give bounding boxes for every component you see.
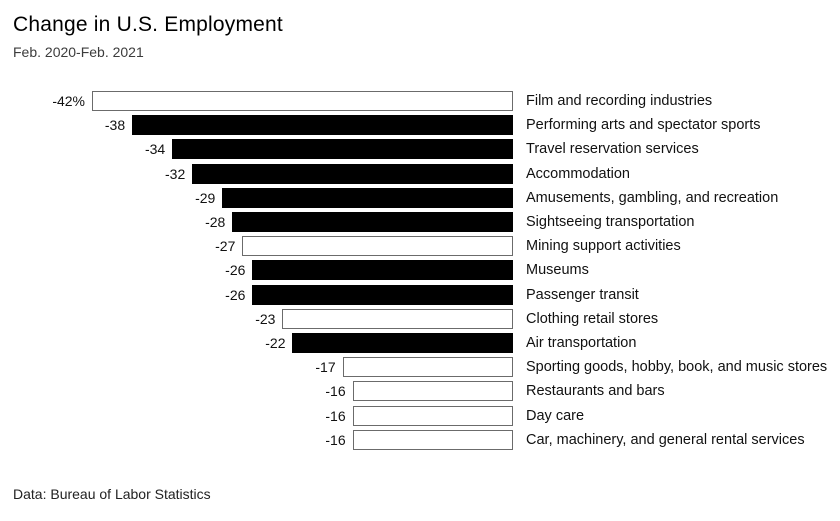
bar-category-label: Mining support activities [526,238,681,255]
bar-value-label: -16 [325,431,346,448]
bar-category-label: Sightseeing transportation [526,214,695,231]
bar-zone: -16 [0,381,513,402]
bar-category-label: Air transportation [526,334,637,351]
bar-category-label: Day care [526,407,585,424]
bar [252,284,513,305]
chart-subtitle: Feb. 2020-Feb. 2021 [13,44,144,60]
bar-chart: -42% Film and recording industries -38 P… [0,89,840,452]
bar [292,332,513,353]
bar-zone: -16 [0,405,513,426]
chart-row: -32 Accommodation [0,162,840,186]
bar [222,187,513,208]
chart-row: -26 Passenger transit [0,283,840,307]
bar-zone: -29 [0,187,513,208]
bar-zone: -34 [0,139,513,160]
chart-row: -28 Sightseeing transportation [0,210,840,234]
bar-value-label: -23 [255,310,276,327]
chart-row: -26 Museums [0,258,840,282]
chart-row: -34 Travel reservation services [0,137,840,161]
bar [172,139,513,160]
bar-category-label: Travel reservation services [526,141,699,158]
page-title: Change in U.S. Employment [13,13,283,36]
bar-category-label: Museums [526,262,589,279]
bar-zone: -17 [0,357,513,378]
bar-zone: -26 [0,284,513,305]
bar [132,115,513,136]
bar-category-label: Sporting goods, hobby, book, and music s… [526,359,828,376]
chart-row: -42% Film and recording industries [0,89,840,113]
bar-value-label: -38 [104,117,126,134]
bar-category-label: Restaurants and bars [526,383,665,400]
chart-row: -29 Amusements, gambling, and recreation [0,186,840,210]
bar [192,163,513,184]
chart-row: -16 Restaurants and bars [0,379,840,403]
bar-value-label: -32 [165,165,186,182]
bar-zone: -16 [0,429,513,450]
chart-row: -23 Clothing retail stores [0,307,840,331]
bar-zone: -38 [0,115,513,136]
bar [242,236,513,257]
bar-category-label: Accommodation [526,165,630,182]
bar [232,212,513,233]
bar [352,381,513,402]
chart-row: -16 Day care [0,403,840,427]
bar-value-label: -34 [144,141,166,158]
bar-value-label: -16 [325,407,346,424]
bar-category-label: Performing arts and spectator sports [526,117,761,134]
chart-row: -22 Air transportation [0,331,840,355]
bar-zone: -23 [0,308,513,329]
bar-zone: -22 [0,332,513,353]
bar-zone: -27 [0,236,513,257]
bar-value-label: -28 [205,214,226,231]
bar-category-label: Car, machinery, and general rental servi… [526,431,805,448]
bar [352,429,513,450]
bar [342,357,513,378]
bar [352,405,513,426]
bar-value-label: -29 [195,189,216,206]
chart-row: -17 Sporting goods, hobby, book, and mus… [0,355,840,379]
bar-value-label: -26 [225,286,246,303]
chart-row: -38 Performing arts and spectator sports [0,113,840,137]
bar-value-label: -17 [315,359,336,376]
bar-value-label: -26 [225,262,246,279]
bar-category-label: Amusements, gambling, and recreation [526,189,779,206]
data-source-note: Data: Bureau of Labor Statistics [13,486,211,502]
bar-zone: -32 [0,163,513,184]
bar [282,308,513,329]
bar-value-label: -27 [215,238,236,255]
bar-value-label: -16 [325,383,346,400]
bar-value-label: -42% [52,93,85,110]
bar-category-label: Film and recording industries [526,93,713,110]
bar [252,260,513,281]
bar-value-label: -22 [265,334,286,351]
bar-category-label: Clothing retail stores [526,310,659,327]
bar-category-label: Passenger transit [526,286,639,303]
bar-zone: -26 [0,260,513,281]
bar [92,91,513,112]
chart-row: -16 Car, machinery, and general rental s… [0,428,840,452]
bar-zone: -28 [0,212,513,233]
chart-row: -27 Mining support activities [0,234,840,258]
bar-zone: -42% [0,91,513,112]
